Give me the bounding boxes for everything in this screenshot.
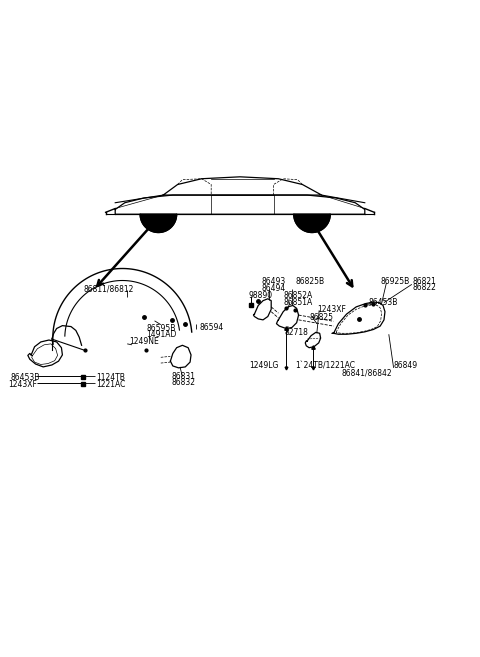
Polygon shape [294, 214, 330, 233]
Text: 86841/86842: 86841/86842 [342, 368, 392, 377]
Text: 86594: 86594 [199, 323, 224, 332]
Text: 86852A: 86852A [283, 291, 312, 300]
Text: 1249LG: 1249LG [250, 361, 279, 371]
Text: 86453B: 86453B [369, 298, 398, 307]
Text: 98890: 98890 [249, 291, 273, 300]
Text: 1124TB: 1124TB [96, 373, 125, 382]
Text: 86453B: 86453B [11, 373, 40, 382]
Text: 86494: 86494 [262, 284, 286, 292]
Polygon shape [140, 214, 177, 233]
Text: 86821: 86821 [413, 277, 437, 286]
Text: 86822: 86822 [413, 283, 437, 292]
Text: 1243XF: 1243XF [9, 380, 37, 389]
Text: 86851A: 86851A [283, 298, 312, 307]
Text: 1491AD: 1491AD [146, 330, 177, 339]
Text: 86832: 86832 [172, 378, 196, 387]
Text: 86849: 86849 [394, 361, 418, 371]
Text: 1249NE: 1249NE [130, 338, 159, 346]
Text: 86811/86812: 86811/86812 [84, 284, 134, 294]
Text: 86825: 86825 [310, 313, 334, 322]
Text: 86825B: 86825B [295, 277, 324, 286]
Text: 86925B: 86925B [380, 277, 409, 286]
Text: 1243XF: 1243XF [317, 305, 346, 314]
Text: 86595B: 86595B [146, 324, 176, 333]
Text: 86831: 86831 [172, 372, 196, 381]
Text: 82718: 82718 [284, 328, 308, 337]
Text: 1221AC: 1221AC [96, 380, 125, 389]
Text: 1`24TB/1221AC: 1`24TB/1221AC [295, 361, 355, 371]
Text: 86493: 86493 [262, 277, 286, 286]
